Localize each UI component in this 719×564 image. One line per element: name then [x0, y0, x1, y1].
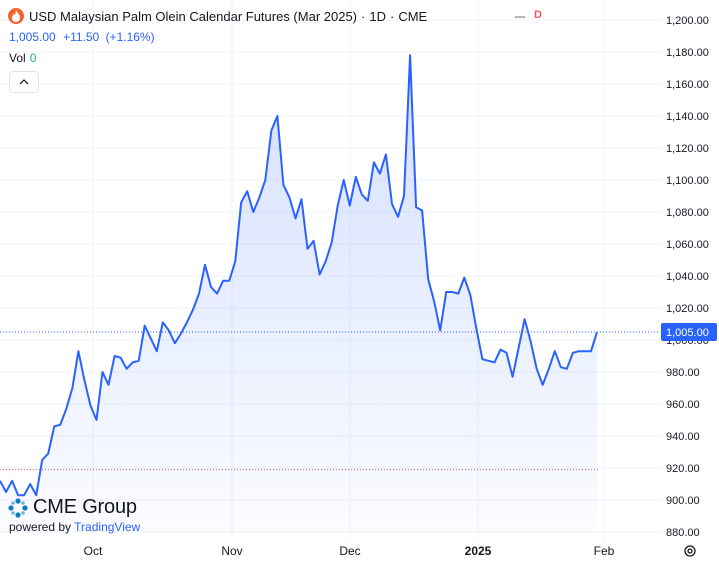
title-separator: · — [361, 8, 366, 24]
price-line — [0, 54, 598, 497]
chevron-up-icon — [19, 79, 29, 85]
area-fill — [0, 55, 597, 532]
title-separator-2: · — [389, 8, 395, 24]
exchange-label: CME — [398, 8, 428, 24]
market-status-dash-icon — [515, 16, 525, 18]
y-tick-label: 1,180.00 — [666, 47, 709, 59]
price-series — [0, 54, 598, 497]
y-tick-label: 940.00 — [666, 431, 700, 443]
quote-summary: 1,005.00 +11.50 (+1.16%) — [9, 30, 155, 44]
price-axis[interactable]: 1,200.00 1,180.00 1,160.00 1,140.00 1,120.00… — [666, 15, 709, 539]
volume-legend: Vol 0 — [9, 51, 36, 65]
y-tick-label: 900.00 — [666, 495, 700, 507]
powered-by-label: powered by — [9, 520, 72, 534]
price-area — [0, 55, 597, 532]
powered-by[interactable]: powered by TradingView — [9, 520, 140, 534]
x-tick-label: Dec — [339, 544, 360, 558]
y-tick-label: 1,060.00 — [666, 239, 709, 251]
delayed-data-badge[interactable]: D — [534, 9, 542, 21]
tradingview-link[interactable]: TradingView — [74, 520, 141, 534]
flame-icon — [8, 8, 24, 24]
last-price-label-group: 1,005.00 — [661, 323, 717, 341]
symbol-title[interactable]: USD Malaysian Palm Olein Calendar Future… — [29, 8, 358, 24]
y-tick-label: 1,040.00 — [666, 271, 709, 283]
y-tick-label: 1,160.00 — [666, 79, 709, 91]
price-change: +11.50 — [63, 30, 100, 44]
time-axis[interactable]: Oct Nov Dec 2025 Feb — [84, 544, 615, 558]
x-tick-label: 2025 — [465, 544, 492, 558]
volume-value: 0 — [29, 51, 37, 65]
x-tick-label: Oct — [84, 544, 103, 558]
interval-label[interactable]: 1D — [369, 8, 386, 24]
volume-label: Vol — [9, 51, 26, 65]
y-tick-label: 980.00 — [666, 367, 700, 379]
price-change-percent: (+1.16%) — [105, 30, 155, 44]
collapse-legend-button[interactable] — [9, 71, 39, 93]
y-tick-label: 960.00 — [666, 399, 700, 411]
chart-header: USD Malaysian Palm Olein Calendar Future… — [8, 8, 427, 24]
logo-text: CME Group — [33, 496, 137, 518]
y-tick-label: 1,120.00 — [666, 143, 709, 155]
gear-icon[interactable] — [684, 545, 696, 557]
y-tick-label: 1,200.00 — [666, 15, 709, 27]
y-tick-label: 1,100.00 — [666, 175, 709, 187]
y-tick-label: 880.00 — [666, 527, 700, 539]
y-tick-label: 1,140.00 — [666, 111, 709, 123]
last-price: 1,005.00 — [9, 30, 56, 44]
last-price-label: 1,005.00 — [666, 327, 709, 339]
x-tick-label: Nov — [221, 544, 242, 558]
cme-group-logo: CME Group — [8, 496, 137, 519]
y-tick-label: 1,020.00 — [666, 303, 709, 315]
y-tick-label: 1,080.00 — [666, 207, 709, 219]
cme-globe-icon — [8, 497, 28, 518]
y-tick-label: 920.00 — [666, 463, 700, 475]
last-price-label-bg — [661, 323, 717, 341]
x-tick-label: Feb — [594, 544, 615, 558]
